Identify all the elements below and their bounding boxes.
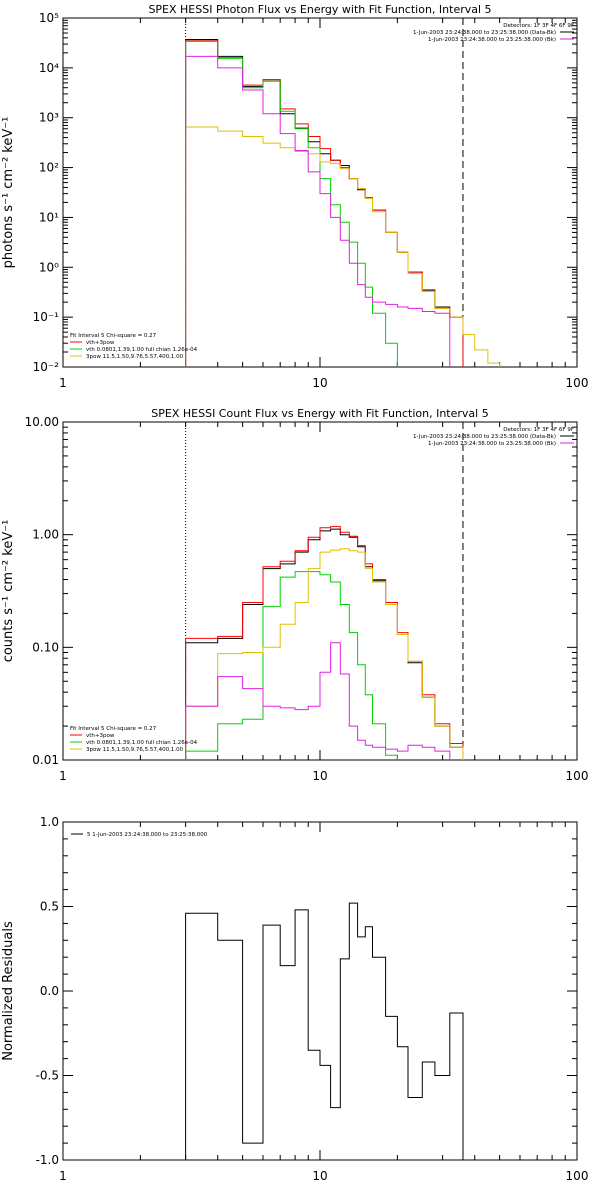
y-tick-label: 10⁻¹ [33,310,60,324]
y-tick-label: -1.0 [36,1153,59,1167]
legend-top-right: Detectors: 1F 3F 4F 6F 9F1-Jun-2003 23:2… [413,427,574,447]
y-tick-label: 10² [39,161,59,175]
legend-text: 1-Jun-2003 23:24:38.000 to 23:25:38.000 … [428,441,556,447]
panel-3: Normalized Residuals 1 10 100 -1.0 -0.5 0.0 0.5… [1,815,588,1183]
legend-text: 1-Jun-2003 23:24:38.000 to 23:25:38.000 … [413,434,556,440]
series-line [185,571,398,760]
series-line [185,526,464,760]
legend-text: 3pow 11.5,1.50,9.76,5.57,400,1.00 [86,747,184,753]
y-tick-label: 10¹ [39,210,59,224]
series-line [185,126,501,367]
legend-bottom-left: Fit Interval 5 Chi-square = 0.27vth+3pow… [70,726,198,753]
legend-text: 3pow 11.5,1.50,9.76,5.57,400,1.00 [86,354,184,360]
y-tick-label: 0.01 [32,753,59,767]
y-axis-label: Normalized Residuals [1,921,16,1061]
y-tick-label: 10⁴ [39,61,59,75]
legend-text: Detectors: 1F 3F 4F 6F 9F [503,23,574,29]
series-line [185,642,451,760]
x-tick-label: 1 [59,1169,67,1183]
legend-text: 1-Jun-2003 23:24:38.000 to 23:25:38.000 … [413,30,556,36]
y-axis-label: counts s⁻¹ cm⁻² keV⁻¹ [1,520,16,663]
y-tick-label: 1.00 [32,528,59,542]
legend-text: vth+3pow [86,733,115,739]
plot-frame [62,421,578,761]
legend-text: 5 1-Jun-2003 23:24:38.000 to 23:25:38.00… [87,832,208,838]
y-tick-label: 10⁻² [33,360,60,374]
legend-text: Fit Interval 5 Chi-square = 0.27 [70,333,157,339]
x-tick-label: 10 [312,769,327,783]
series-line [185,548,464,760]
y-tick-label: 0.10 [32,640,59,654]
legend-text: Detectors: 1F 3F 4F 6F 9F [503,427,574,433]
legend-top-left: 5 1-Jun-2003 23:24:38.000 to 23:25:38.00… [71,832,208,838]
legend-bottom-left: Fit Interval 5 Chi-square = 0.27vth+3pow… [70,333,198,360]
chart-title: SPEX HESSI Photon Flux vs Energy with Fi… [148,3,491,16]
series-line [185,528,464,760]
y-tick-label: 10.00 [25,415,59,429]
legend-top-right: Detectors: 1F 3F 4F 6F 9F1-Jun-2003 23:2… [413,23,574,43]
y-tick-label: 10⁵ [39,11,59,25]
y-tick-label: 1.0 [40,815,59,829]
series-line [185,39,464,367]
x-tick-label: 10 [312,376,327,390]
y-tick-label: 0.5 [40,900,59,914]
series-line [185,902,464,1160]
legend-text: 1-Jun-2003 23:24:38.000 to 23:25:38.000 … [428,37,556,43]
x-tick-label: 10 [312,1169,327,1183]
x-tick-label: 1 [59,376,67,390]
series-line [185,55,451,367]
y-tick-label: -0.5 [36,1069,59,1083]
panel-1: SPEX HESSI Photon Flux vs Energy with Fi… [1,3,588,390]
legend-text: vth+3pow [86,340,115,346]
panel-2: SPEX HESSI Count Flux vs Energy with Fit… [1,407,588,783]
x-tick-label: 100 [566,376,589,390]
legend-text: vth 0.0801,1.39,1.00 full chian 1.26e-04 [86,740,198,746]
y-axis-label: photons s⁻¹ cm⁻² keV⁻¹ [1,117,16,269]
series-group [185,902,464,1160]
plot-frame [62,821,578,1161]
legend-text: Fit Interval 5 Chi-square = 0.27 [70,726,157,732]
y-tick-label: 10³ [39,111,59,125]
series-line [185,40,398,367]
series-group [185,39,501,367]
legend-text: vth 0.0801,1.39,1.00 full chian 1.26e-04 [86,347,198,353]
y-tick-label: 0.0 [40,984,59,998]
x-tick-label: 100 [566,1169,589,1183]
x-tick-label: 100 [566,769,589,783]
y-tick-label: 10⁰ [39,260,59,274]
chart-title: SPEX HESSI Count Flux vs Energy with Fit… [151,407,488,420]
series-line [185,40,464,367]
x-tick-label: 1 [59,769,67,783]
series-group [185,526,464,760]
